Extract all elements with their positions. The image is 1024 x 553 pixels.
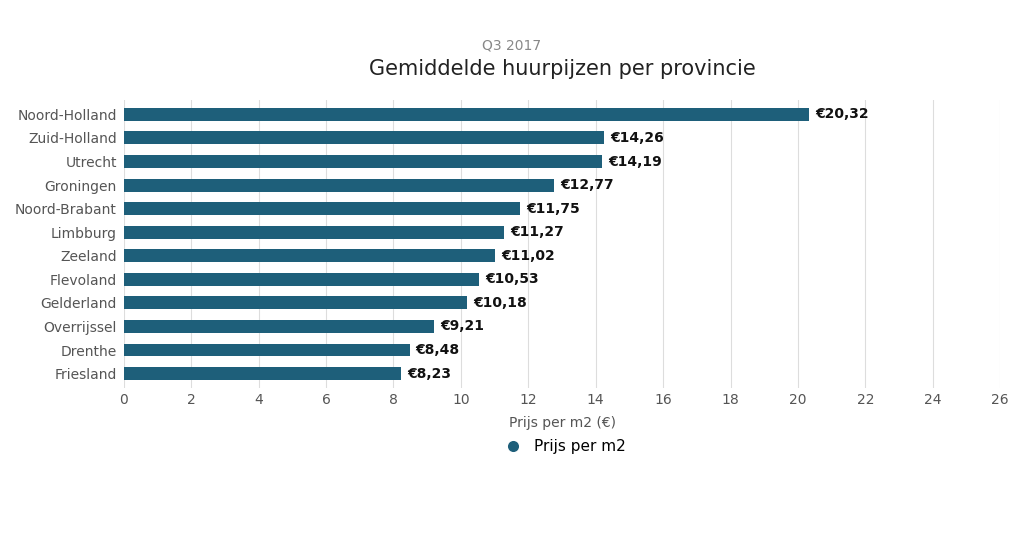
Text: €10,18: €10,18 [473,296,526,310]
Text: €20,32: €20,32 [815,107,868,121]
Bar [124,296,467,309]
Text: €11,02: €11,02 [502,249,555,263]
Text: €14,26: €14,26 [610,131,665,145]
X-axis label: Prijs per m2 (€): Prijs per m2 (€) [509,416,615,430]
Bar [124,202,520,215]
Bar [124,226,504,239]
Bar [124,367,401,380]
Bar [124,320,434,333]
Text: €8,48: €8,48 [416,343,460,357]
Bar [124,108,809,121]
Bar [124,155,602,168]
Text: €10,53: €10,53 [484,272,539,286]
Bar [124,249,496,262]
Bar [124,179,554,191]
Text: €11,27: €11,27 [510,225,563,239]
Text: Q3 2017: Q3 2017 [482,39,542,53]
Text: €11,75: €11,75 [526,202,580,216]
Bar [124,273,479,286]
Text: €8,23: €8,23 [408,367,452,380]
Text: €14,19: €14,19 [608,154,662,169]
Text: €9,21: €9,21 [440,320,484,333]
Text: €12,77: €12,77 [560,178,614,192]
Legend: Prijs per m2: Prijs per m2 [492,434,633,461]
Title: Gemiddelde huurpijzen per provincie: Gemiddelde huurpijzen per provincie [369,59,756,79]
Bar [124,132,604,144]
Bar [124,343,410,357]
